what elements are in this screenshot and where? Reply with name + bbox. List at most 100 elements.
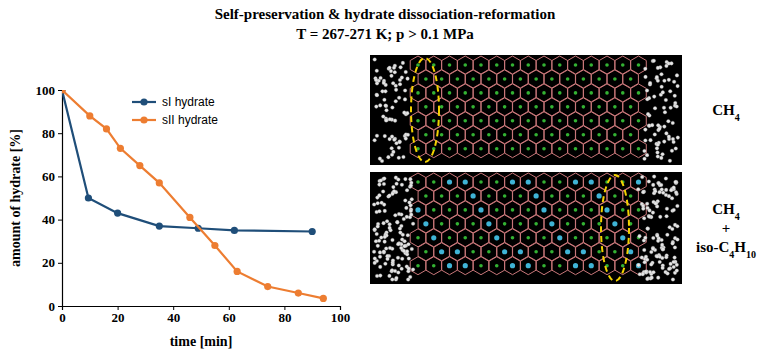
cage bbox=[505, 140, 521, 158]
marker bbox=[103, 125, 110, 132]
tick-mark bbox=[58, 90, 62, 91]
gas-molecule bbox=[397, 242, 401, 246]
guest bbox=[613, 133, 617, 137]
cage bbox=[489, 257, 505, 275]
gas-molecule bbox=[656, 79, 660, 83]
guest bbox=[565, 249, 570, 254]
gas-molecule bbox=[385, 108, 389, 112]
guest bbox=[597, 193, 602, 198]
marker bbox=[62, 90, 66, 94]
gas-molecule bbox=[649, 250, 653, 254]
gas-molecule bbox=[372, 203, 376, 207]
gas-molecule bbox=[401, 233, 405, 237]
guest bbox=[621, 63, 625, 67]
gas-molecule bbox=[400, 267, 404, 271]
guest bbox=[487, 105, 491, 109]
gas-molecule bbox=[400, 76, 404, 80]
guest bbox=[589, 91, 593, 95]
guest bbox=[432, 264, 436, 268]
guest bbox=[597, 250, 601, 254]
gas-molecule bbox=[375, 93, 379, 97]
panel-label: iso-C4H10 bbox=[696, 239, 756, 260]
y-axis-title: amount of hydrate [%] bbox=[8, 129, 23, 267]
gas-molecule bbox=[664, 188, 668, 192]
tick-mark bbox=[58, 220, 62, 221]
gas-molecule bbox=[658, 260, 662, 264]
guest bbox=[416, 119, 420, 123]
gas-molecule bbox=[396, 256, 400, 260]
guest bbox=[432, 119, 436, 123]
guest bbox=[573, 263, 578, 268]
gas-molecule bbox=[403, 98, 407, 102]
gas-molecule bbox=[646, 277, 650, 281]
guest bbox=[637, 119, 641, 123]
guest bbox=[479, 119, 483, 123]
guest bbox=[604, 207, 609, 212]
guest bbox=[503, 222, 507, 226]
cage bbox=[457, 140, 473, 158]
gas-molecule bbox=[379, 76, 383, 80]
guest bbox=[503, 194, 507, 198]
cage bbox=[568, 257, 584, 275]
gas-molecule bbox=[391, 238, 395, 242]
guest bbox=[424, 250, 428, 254]
gas-molecule bbox=[644, 139, 648, 143]
gas-molecule bbox=[649, 138, 653, 142]
gas-molecule bbox=[665, 132, 669, 136]
marker bbox=[85, 194, 92, 201]
gas-molecule bbox=[637, 263, 641, 267]
guest bbox=[510, 263, 515, 268]
gas-molecule bbox=[648, 270, 652, 274]
gas-molecule bbox=[644, 270, 648, 274]
gas-molecule bbox=[406, 77, 410, 81]
cage bbox=[473, 257, 489, 275]
guest bbox=[526, 208, 530, 212]
guest bbox=[621, 147, 625, 151]
gas-molecule bbox=[645, 258, 649, 262]
tick-label: 20 bbox=[112, 310, 125, 325]
gas-molecule bbox=[411, 268, 415, 272]
tick: 0 bbox=[59, 306, 66, 325]
gas-molecule bbox=[388, 246, 392, 250]
guest bbox=[542, 264, 546, 268]
guest bbox=[479, 264, 483, 268]
x-axis-title: time [min] bbox=[170, 334, 233, 349]
guest bbox=[471, 133, 475, 137]
gas-molecule bbox=[642, 216, 646, 220]
gas-molecule bbox=[398, 82, 402, 86]
series-line bbox=[62, 90, 312, 231]
guest bbox=[479, 63, 483, 67]
gas-molecule bbox=[375, 134, 379, 138]
gas-molecule bbox=[388, 274, 392, 278]
snapshot bbox=[370, 55, 682, 165]
guest bbox=[549, 221, 554, 226]
guest bbox=[629, 133, 633, 137]
guest bbox=[439, 249, 444, 254]
gas-molecule bbox=[658, 215, 662, 219]
guest bbox=[534, 250, 538, 254]
guest bbox=[589, 119, 593, 123]
gas-molecule bbox=[407, 242, 411, 246]
gas-molecule bbox=[669, 262, 673, 266]
gas-molecule bbox=[662, 140, 666, 144]
tick-label: 100 bbox=[331, 310, 351, 325]
marker bbox=[309, 228, 316, 235]
guest bbox=[605, 147, 609, 151]
gas-molecule bbox=[651, 246, 655, 250]
gas-molecule bbox=[638, 234, 642, 238]
guest bbox=[534, 105, 538, 109]
gas-molecule bbox=[408, 201, 412, 205]
guest bbox=[447, 179, 452, 184]
legend-entry: sI hydrate bbox=[132, 95, 215, 109]
gas-molecule bbox=[388, 223, 392, 227]
gas-molecule bbox=[378, 251, 382, 255]
gas-molecule bbox=[667, 135, 671, 139]
gas-molecule bbox=[378, 183, 382, 187]
tick: 60 bbox=[42, 169, 62, 184]
guest bbox=[534, 133, 538, 137]
gas-molecule bbox=[383, 98, 387, 102]
gas-molecule bbox=[393, 70, 397, 74]
guest bbox=[582, 222, 586, 226]
gas-molecule bbox=[411, 222, 415, 226]
guest bbox=[637, 91, 641, 95]
